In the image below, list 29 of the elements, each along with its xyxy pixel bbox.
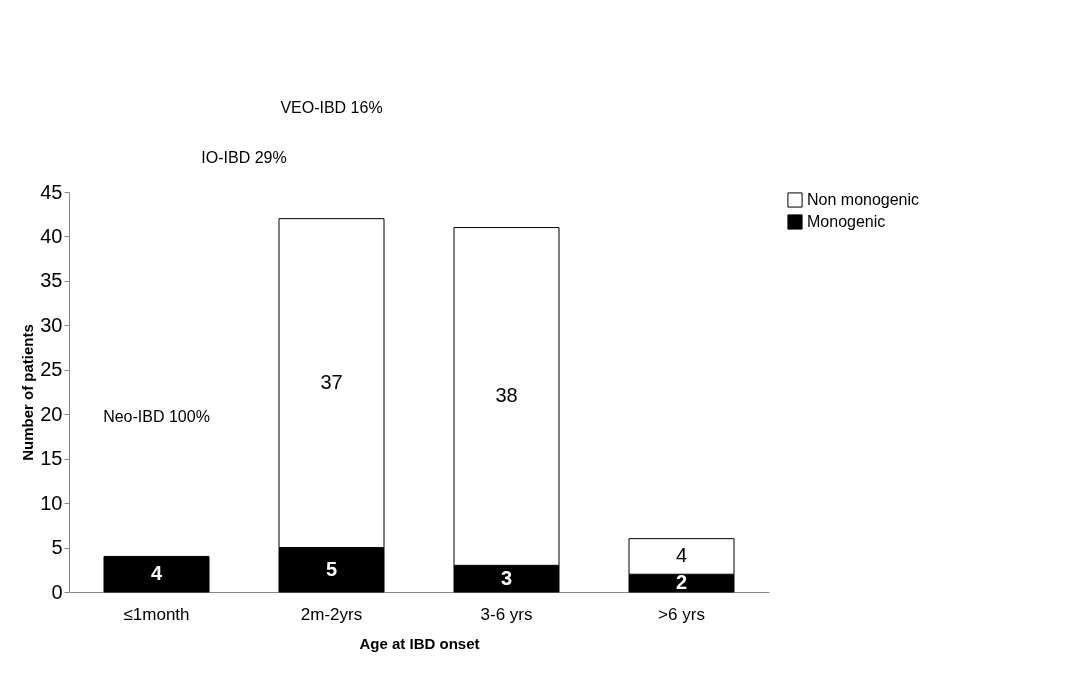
x-tick-label: 2m-2yrs [300, 604, 363, 624]
data-label: 4 [675, 544, 688, 567]
x-tick-label: 3-6 yrs [480, 604, 533, 624]
x-tick-label: >6 yrs [658, 604, 705, 624]
data-label: 38 [495, 384, 518, 407]
y-tick-label: 25 [40, 358, 63, 381]
annotation: Neo-IBD 100% [103, 407, 210, 425]
text: VEO-IBD 16% [280, 99, 383, 116]
x-tick-label: ≤1month [123, 604, 190, 624]
legend-label: Non monogenic [807, 191, 920, 208]
y-tick-label: 15 [40, 447, 63, 470]
y-tick-label: 10 [40, 491, 63, 514]
text: IO-IBD 29% [201, 149, 287, 166]
data-label: 4 [150, 562, 163, 585]
y-tick-label: 30 [40, 313, 63, 336]
y-tick-label: 20 [40, 402, 63, 425]
data-label: 37 [320, 371, 343, 394]
y-axis-title: Number of patients [19, 324, 37, 461]
y-tick-label: 40 [40, 224, 63, 247]
y-tick-label: 5 [51, 536, 63, 559]
bar [103, 555, 210, 593]
data-label: 3 [500, 566, 513, 589]
data-label: 2 [675, 571, 688, 594]
y-tick-label: 35 [40, 269, 63, 292]
legend-label: Monogenic [807, 213, 886, 230]
data-label: 5 [325, 557, 338, 580]
y-tick-label: 45 [40, 180, 63, 203]
x-axis-title: Age at IBD onset [359, 634, 480, 652]
y-tick-label: 0 [51, 580, 63, 603]
